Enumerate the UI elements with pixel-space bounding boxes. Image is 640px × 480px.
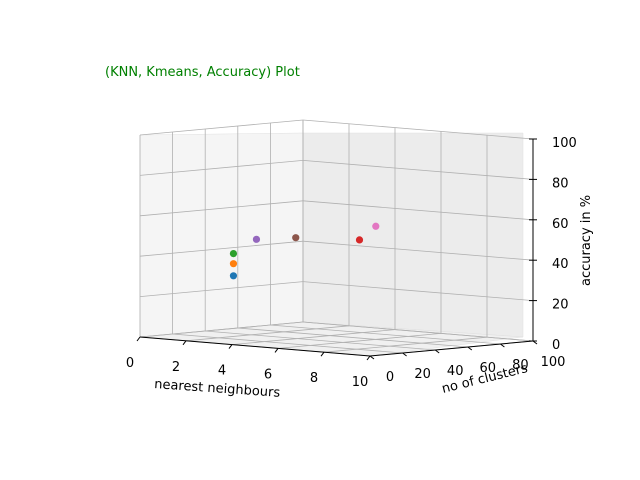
z-tick-label: 100 xyxy=(552,136,577,151)
z-gridline-side xyxy=(139,321,304,338)
z-gridline-back xyxy=(302,240,534,261)
data-point xyxy=(229,260,238,268)
z-gridline-side xyxy=(139,119,304,136)
x-gridline-floor xyxy=(277,333,442,349)
data-point xyxy=(372,222,380,230)
x-tick-mark xyxy=(228,344,233,349)
x-gridline-floor xyxy=(185,325,350,342)
z-tick-label: 0 xyxy=(552,338,560,353)
y-gridline-floor xyxy=(237,327,468,348)
x-axis-line xyxy=(139,336,371,357)
y-tick-mark xyxy=(369,355,375,360)
z-gridline-back xyxy=(302,281,534,301)
y-gridline-floor xyxy=(205,330,436,351)
z-tick-label: 60 xyxy=(552,217,569,232)
x-tick-mark xyxy=(366,355,371,361)
z-gridline-side xyxy=(139,160,304,176)
y-tick-label: 60 xyxy=(480,361,497,376)
x-tick-label: 10 xyxy=(352,375,369,390)
y-tick-mark xyxy=(402,352,407,357)
y-tick-label: 100 xyxy=(541,355,566,370)
z-gridline-side xyxy=(139,200,304,217)
x-tick-label: 8 xyxy=(310,371,318,386)
axis-lines xyxy=(136,138,538,361)
z-tick-label: 40 xyxy=(552,257,569,272)
y-gridline-floor xyxy=(270,324,501,345)
x-tick-mark xyxy=(320,351,325,357)
x-gridline-floor xyxy=(231,329,396,345)
z-gridline-side xyxy=(139,240,304,257)
data-points xyxy=(229,222,380,280)
x-tick-label: 6 xyxy=(264,367,272,382)
x-tick-label: 4 xyxy=(218,364,226,379)
side-wall-pane xyxy=(302,132,524,338)
data-point xyxy=(229,249,238,258)
back-wall-pane xyxy=(139,132,304,338)
x-tick-label: 0 xyxy=(126,356,134,371)
x-axis-label: nearest neighbours xyxy=(154,377,281,401)
y-tick-label: 40 xyxy=(447,364,464,379)
data-point xyxy=(229,272,238,280)
y-tick-label: 80 xyxy=(512,358,529,373)
z-tick-label: 80 xyxy=(552,176,569,191)
x-gridline-floor xyxy=(323,336,488,353)
y-axis-line xyxy=(369,340,534,357)
z-gridline-back xyxy=(302,200,534,221)
z-gridline-back xyxy=(302,119,534,140)
x-tick-label: 2 xyxy=(172,360,180,375)
z-gridline-back xyxy=(302,321,534,342)
z-gridline-side xyxy=(139,281,304,297)
y-gridline-floor xyxy=(172,333,403,354)
y-tick-label: 20 xyxy=(414,367,431,382)
x-tick-mark xyxy=(274,348,279,353)
y-tick-mark xyxy=(434,349,440,354)
axis-panes xyxy=(139,132,524,357)
z-axis-label: accuracy in % xyxy=(579,195,594,286)
data-point xyxy=(292,234,300,242)
x-tick-mark xyxy=(182,340,187,346)
chart-title: (KNN, Kmeans, Accuracy) Plot xyxy=(105,65,300,80)
z-gridline-back xyxy=(302,160,534,180)
x-tick-mark xyxy=(136,336,141,342)
y-tick-mark xyxy=(467,346,473,351)
z-tick-label: 20 xyxy=(552,298,569,313)
y-tick-mark xyxy=(500,343,505,348)
data-point xyxy=(252,235,261,243)
y-tick-label: 0 xyxy=(386,370,394,385)
data-point xyxy=(355,236,364,244)
